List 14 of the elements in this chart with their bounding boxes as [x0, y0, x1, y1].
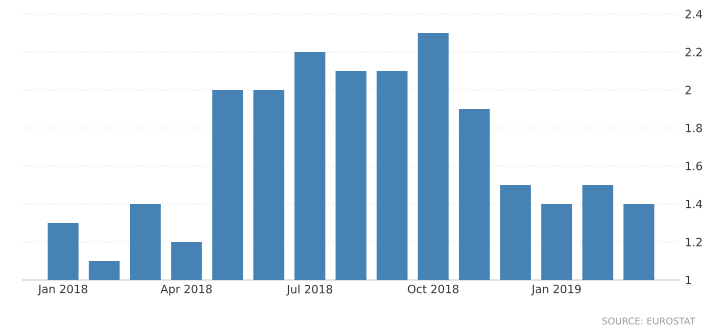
y-tick-label: 2.4	[686, 10, 702, 18]
x-tick-label: Apr 2018	[160, 284, 212, 296]
y-tick-label: 1.2	[686, 238, 702, 246]
x-tick-label: Jul 2018	[286, 284, 332, 296]
y-tick-label: 1.6	[686, 162, 702, 170]
y-tick-label: 2.2	[686, 48, 702, 56]
y-tick-label: 1.8	[686, 124, 702, 132]
source-note: SOURCE: EUROSTAT	[602, 317, 696, 325]
y-tick-label: 2	[686, 86, 691, 94]
y-tick-label: 1.4	[686, 200, 702, 208]
x-tick-label: Jan 2018	[38, 284, 88, 296]
x-tick-label: Oct 2018	[408, 284, 458, 294]
x-tick-label: Jan 2019	[531, 284, 581, 296]
y-tick-label: 1	[686, 276, 691, 284]
